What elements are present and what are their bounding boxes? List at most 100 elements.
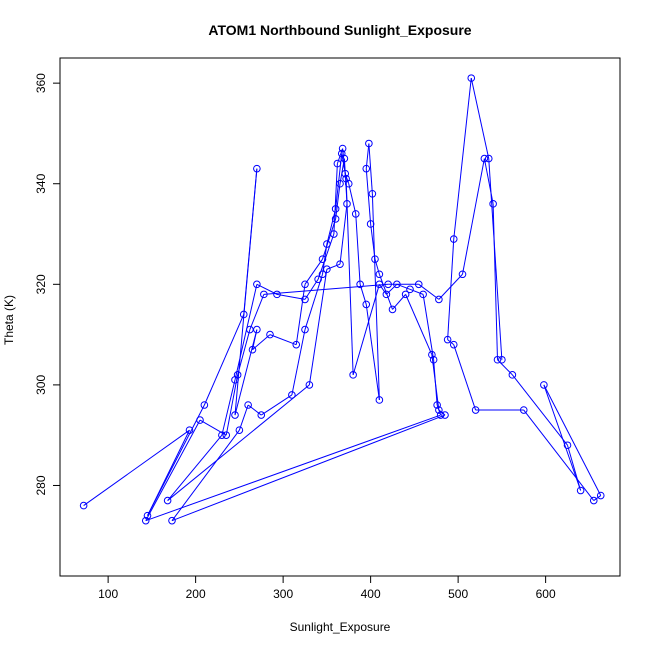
series-segment (83, 429, 190, 506)
data-point (356, 280, 364, 289)
data-point (288, 391, 296, 399)
y-axis: 280 300 320 340 360 (34, 73, 61, 495)
series-segment (291, 329, 306, 396)
series-segment (326, 263, 341, 270)
data-point (301, 280, 309, 289)
data-point (467, 74, 476, 82)
data-point (493, 355, 502, 364)
series-segment (308, 269, 328, 385)
series-segment (322, 218, 337, 260)
series-segment (593, 495, 602, 501)
data-point (375, 270, 384, 279)
data-point (239, 310, 248, 319)
data-point (163, 496, 172, 505)
series-segment (260, 394, 293, 416)
series-segment (145, 414, 441, 522)
data-point (336, 179, 344, 188)
series-segment (422, 294, 435, 360)
data-point (576, 486, 585, 495)
series-segment (453, 344, 477, 411)
data-point (253, 164, 261, 173)
data-point (342, 174, 350, 183)
data-point (449, 235, 458, 243)
y-tick-label: 340 (34, 173, 48, 193)
series-segment (523, 409, 595, 501)
series-segment (269, 334, 297, 346)
data-point (401, 290, 410, 299)
y-tick-label: 300 (34, 375, 48, 395)
data-point (365, 139, 373, 148)
data-point (375, 280, 384, 289)
series-segment (304, 279, 319, 300)
x-tick-label: 600 (536, 587, 556, 601)
y-tick-label: 280 (34, 475, 48, 495)
data-point (336, 260, 344, 268)
data-point (349, 371, 357, 379)
data-point (305, 381, 314, 389)
data-point (519, 406, 528, 414)
data-point (253, 280, 261, 289)
data-point (443, 335, 452, 344)
series-segment (396, 283, 411, 290)
data-point (484, 154, 493, 163)
data-point (266, 330, 274, 339)
series-segment (378, 274, 393, 310)
data-point (246, 325, 254, 334)
data-point (419, 290, 427, 299)
data-point (449, 340, 458, 349)
data-point (141, 516, 150, 525)
series-segment (370, 223, 376, 260)
y-tick-label: 360 (34, 73, 48, 93)
series-segment (263, 283, 389, 295)
series-segment (418, 283, 440, 300)
series-segment (543, 384, 582, 491)
series-segment (378, 284, 387, 295)
data-point (244, 401, 252, 409)
series-segment (470, 78, 490, 159)
x-tick-label: 500 (448, 587, 468, 601)
data-point (406, 285, 414, 294)
series-segment (167, 384, 310, 501)
data-point (323, 240, 331, 248)
data-point (301, 295, 309, 304)
data-point (185, 426, 194, 434)
data-point (343, 200, 351, 208)
data-point (388, 305, 397, 314)
series-segment (341, 153, 347, 179)
series-segment (405, 294, 433, 355)
series-segment (304, 258, 323, 285)
x-axis-label: Sunlight_Exposure (290, 620, 391, 634)
data-point (351, 210, 360, 218)
data-point (318, 270, 327, 279)
data-point (257, 411, 266, 419)
data-point (341, 169, 350, 178)
series-segment (365, 168, 372, 225)
series-layer (79, 74, 605, 525)
data-point (371, 255, 379, 263)
data-point (366, 220, 375, 228)
series-segment (345, 178, 354, 375)
data-point (338, 144, 347, 153)
series-segment (304, 274, 323, 330)
data-point (79, 501, 88, 510)
series-segment (462, 158, 485, 275)
series-segment (225, 374, 239, 436)
series-segment (365, 143, 370, 169)
series-segment (234, 284, 258, 380)
series-segment (249, 294, 265, 330)
series-segment (252, 334, 271, 351)
data-point (330, 230, 338, 238)
data-point (433, 401, 441, 409)
x-axis: 100 200 300 400 500 600 (98, 575, 556, 601)
data-point (292, 340, 301, 349)
data-point (441, 411, 449, 419)
data-point (248, 345, 257, 354)
data-point (458, 270, 467, 279)
data-point (235, 426, 244, 434)
series-segment (326, 208, 337, 245)
data-point (589, 496, 598, 505)
data-point (318, 255, 327, 263)
data-point (480, 154, 489, 163)
